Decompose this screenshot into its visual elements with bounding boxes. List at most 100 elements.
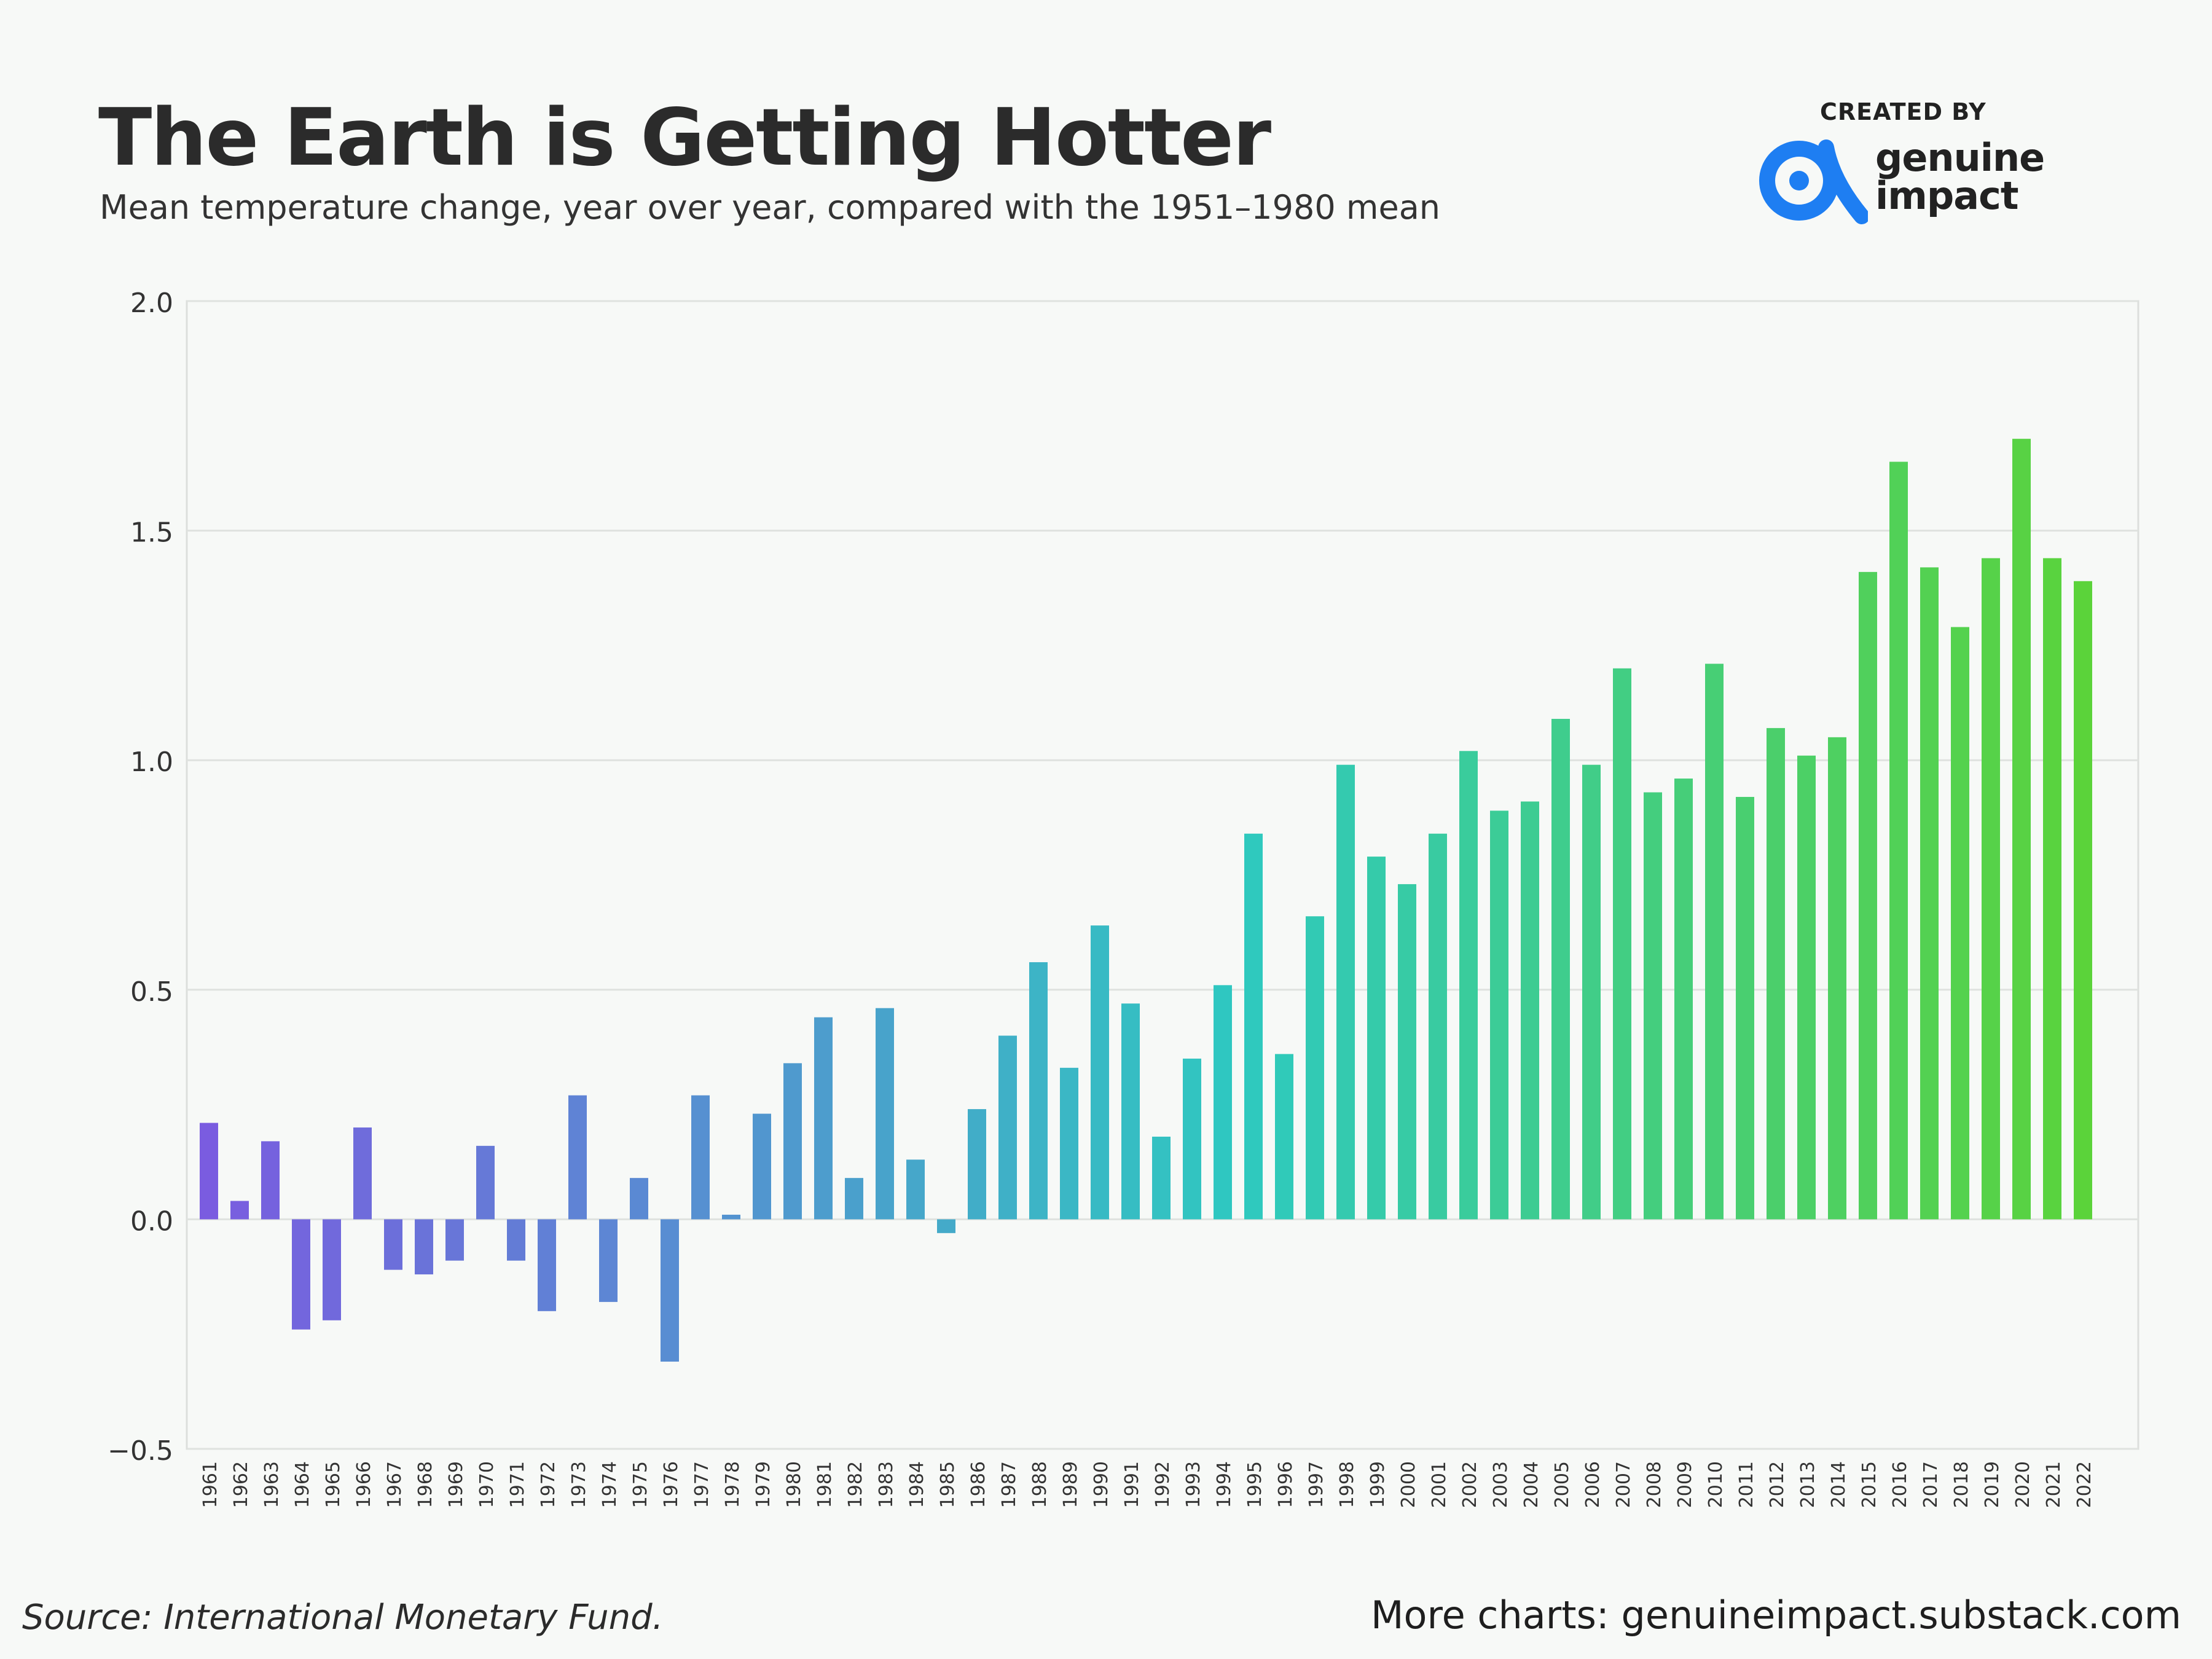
- bar-1995: [1244, 833, 1263, 1220]
- bar-1992: [1152, 1136, 1171, 1220]
- bar-2008: [1644, 792, 1662, 1220]
- y-tick-label: 0.0: [130, 1206, 173, 1237]
- x-tick-label-2000: 2000: [1398, 1461, 1419, 1508]
- bar-1987: [998, 1035, 1017, 1220]
- bar-1964: [292, 1219, 310, 1330]
- x-tick-label-1968: 1968: [415, 1461, 436, 1508]
- bar-1975: [630, 1178, 648, 1220]
- y-tick-label: 0.5: [130, 976, 173, 1008]
- bar-1977: [691, 1095, 710, 1220]
- x-tick-label-1989: 1989: [1060, 1461, 1081, 1508]
- bar-2006: [1582, 764, 1601, 1220]
- bar-1990: [1091, 925, 1109, 1220]
- x-tick-label-1992: 1992: [1152, 1461, 1174, 1508]
- y-tick-label: 2.0: [130, 288, 173, 319]
- x-tick-label-1991: 1991: [1121, 1461, 1143, 1508]
- y-tick-label: 1.5: [130, 517, 173, 549]
- bar-1991: [1121, 1003, 1140, 1220]
- bar-2015: [1859, 571, 1877, 1220]
- x-tick-label-2009: 2009: [1674, 1461, 1696, 1508]
- x-tick-label-1980: 1980: [783, 1461, 805, 1508]
- x-tick-label-1984: 1984: [906, 1461, 928, 1508]
- x-tick-label-2022: 2022: [2074, 1461, 2095, 1508]
- x-tick-label-2005: 2005: [1551, 1461, 1573, 1508]
- bar-1963: [261, 1141, 280, 1220]
- bar-2010: [1705, 664, 1724, 1220]
- x-tick-label-1982: 1982: [845, 1461, 866, 1508]
- x-tick-label-1965: 1965: [323, 1461, 344, 1508]
- bar-1971: [507, 1219, 525, 1261]
- x-tick-label-1983: 1983: [876, 1461, 897, 1508]
- x-tick-label-2010: 2010: [1705, 1461, 1727, 1508]
- x-tick-label-1978: 1978: [722, 1461, 743, 1508]
- bar-2000: [1398, 884, 1416, 1220]
- logo-wordmark: genuine impact: [1875, 135, 2045, 218]
- x-tick-label-1988: 1988: [1029, 1461, 1051, 1508]
- bar-1986: [968, 1109, 986, 1220]
- bar-1966: [353, 1127, 372, 1220]
- x-tick-label-2011: 2011: [1736, 1461, 1757, 1508]
- bar-2002: [1459, 751, 1478, 1220]
- x-tick-label-1986: 1986: [968, 1461, 989, 1508]
- bar-2014: [1828, 737, 1846, 1220]
- x-tick-label-1962: 1962: [230, 1461, 252, 1508]
- x-tick-label-1979: 1979: [753, 1461, 774, 1508]
- x-tick-label-1972: 1972: [538, 1461, 559, 1508]
- bar-2020: [2012, 439, 2031, 1220]
- x-tick-label-1964: 1964: [292, 1461, 313, 1508]
- bar-1974: [599, 1219, 618, 1302]
- created-by-label: CREATED BY: [1820, 98, 1986, 125]
- x-tick-label-1977: 1977: [691, 1461, 713, 1508]
- logo-line-2: impact: [1875, 173, 2018, 218]
- genuine-impact-logo[interactable]: genuine impact: [1757, 135, 2052, 227]
- bar-2001: [1429, 833, 1447, 1220]
- x-tick-label-1973: 1973: [568, 1461, 590, 1508]
- bar-2003: [1490, 810, 1508, 1220]
- bar-2005: [1551, 718, 1570, 1220]
- x-tick-label-2021: 2021: [2043, 1461, 2065, 1508]
- bar-2021: [2043, 558, 2061, 1220]
- x-tick-label-1999: 1999: [1367, 1461, 1389, 1508]
- x-tick-label-1961: 1961: [200, 1461, 221, 1508]
- alpha-logo-icon: [1759, 139, 1868, 224]
- x-tick-label-2015: 2015: [1859, 1461, 1880, 1508]
- bar-2007: [1613, 668, 1631, 1220]
- x-tick-label-1998: 1998: [1336, 1461, 1358, 1508]
- bar-2004: [1521, 801, 1539, 1220]
- x-tick-label-1971: 1971: [507, 1461, 528, 1508]
- x-tick-label-1963: 1963: [261, 1461, 283, 1508]
- x-tick-label-1981: 1981: [814, 1461, 836, 1508]
- x-tick-label-2019: 2019: [1982, 1461, 2003, 1508]
- x-tick-label-2006: 2006: [1582, 1461, 1604, 1508]
- x-tick-label-1993: 1993: [1183, 1461, 1204, 1508]
- x-tick-label-2018: 2018: [1951, 1461, 1972, 1508]
- x-tick-label-1987: 1987: [998, 1461, 1020, 1508]
- logo-line-1: genuine: [1875, 135, 2045, 180]
- bar-2009: [1674, 779, 1693, 1220]
- x-tick-label-1974: 1974: [599, 1461, 621, 1508]
- bar-2011: [1736, 796, 1754, 1220]
- bar-1999: [1367, 857, 1386, 1220]
- x-tick-label-2017: 2017: [1920, 1461, 1942, 1508]
- x-tick-label-1997: 1997: [1306, 1461, 1327, 1508]
- x-tick-label-2012: 2012: [1767, 1461, 1788, 1508]
- bar-1982: [845, 1178, 863, 1220]
- x-tick-label-2001: 2001: [1429, 1461, 1450, 1508]
- bar-2018: [1951, 627, 1969, 1220]
- bar-1985: [937, 1219, 955, 1233]
- bar-1996: [1275, 1054, 1293, 1220]
- more-charts-link[interactable]: More charts: genuineimpact.substack.com: [1371, 1593, 2181, 1637]
- bar-1983: [876, 1008, 894, 1220]
- bar-1997: [1306, 916, 1324, 1220]
- y-tick-label: 1.0: [130, 747, 173, 778]
- x-tick-label-1994: 1994: [1214, 1461, 1235, 1508]
- bar-1961: [200, 1123, 218, 1220]
- bar-1965: [323, 1219, 341, 1320]
- bar-1968: [415, 1219, 433, 1275]
- x-tick-label-1976: 1976: [661, 1461, 682, 1508]
- bar-1973: [568, 1095, 587, 1220]
- x-tick-label-1966: 1966: [353, 1461, 375, 1508]
- x-tick-label-2003: 2003: [1490, 1461, 1512, 1508]
- source-note: Source: International Monetary Fund.: [22, 1598, 664, 1637]
